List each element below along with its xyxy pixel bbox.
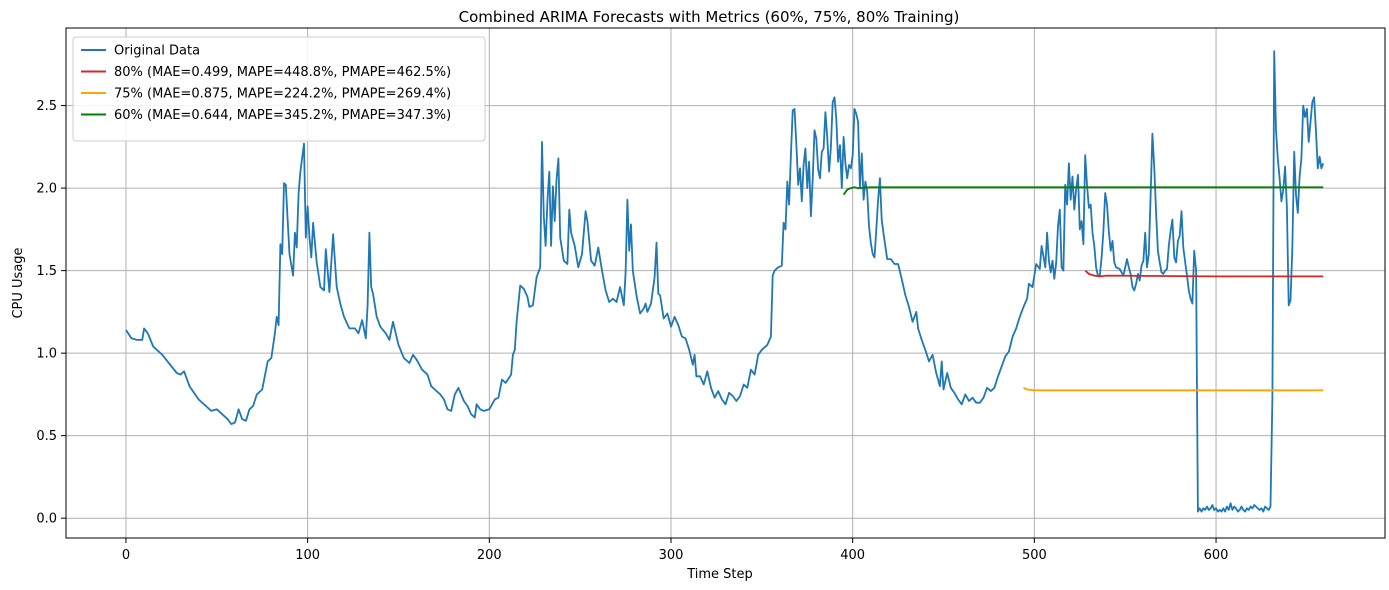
y-tick-label: 0.5 (36, 429, 57, 444)
legend-label: 80% (MAE=0.499, MAPE=448.8%, PMAPE=462.5… (114, 65, 451, 80)
x-tick-label: 400 (840, 548, 865, 563)
legend-label: 75% (MAE=0.875, MAPE=224.2%, PMAPE=269.4… (114, 87, 451, 102)
series-layer (125, 50, 1325, 513)
legend-label: 60% (MAE=0.644, MAPE=345.2%, PMAPE=347.3… (114, 108, 451, 123)
series-line-75-mae-0-875 (1023, 386, 1324, 392)
chart-title: Combined ARIMA Forecasts with Metrics (6… (459, 8, 960, 26)
x-tick-label: 200 (477, 548, 502, 563)
x-tick-label: 300 (659, 548, 684, 563)
y-tick-label: 0.0 (36, 512, 57, 527)
x-axis-title: Time Step (686, 567, 753, 582)
chart-legend: Original Data 80% (MAE=0.499, MAPE=448.8%… (72, 36, 486, 142)
y-axis-ticks: 0.0 0.5 1.0 1.5 2.0 2.5 (36, 99, 66, 527)
y-tick-label: 1.0 (36, 347, 57, 362)
y-axis-title: CPU Usage (11, 247, 26, 318)
y-tick-label: 1.5 (36, 264, 57, 279)
x-tick-label: 600 (1204, 548, 1229, 563)
x-tick-label: 0 (122, 548, 130, 563)
y-tick-label: 2.0 (36, 182, 57, 197)
legend-label: Original Data (114, 44, 200, 59)
plot-frame (65, 27, 1386, 539)
series-line-80-mae-0-499 (1084, 269, 1324, 278)
x-axis-ticks: 0 100 200 300 400 500 600 (122, 538, 1229, 563)
x-tick-label: 500 (1022, 548, 1047, 563)
legend-box (72, 36, 486, 142)
x-tick-label: 100 (295, 548, 320, 563)
series-line-60-mae-0-644 (842, 186, 1324, 196)
y-tick-label: 2.5 (36, 99, 57, 114)
series-line-original-dat (125, 50, 1325, 513)
